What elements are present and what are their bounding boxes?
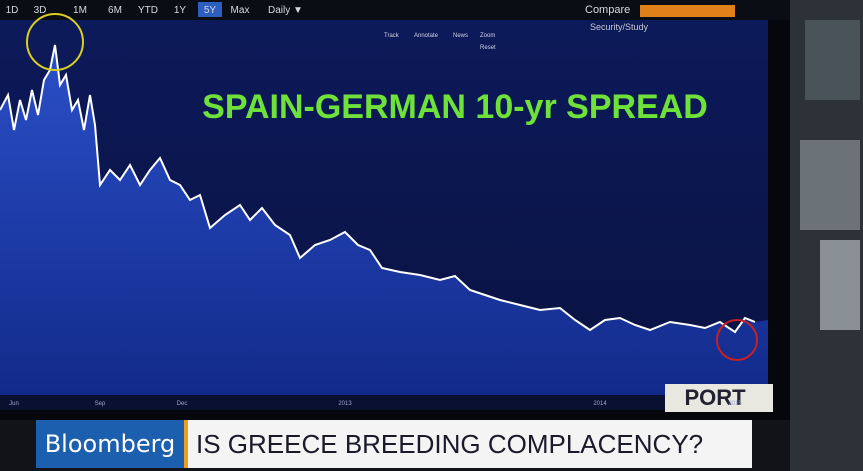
study[interactable]: Security/Study bbox=[590, 22, 649, 32]
spread-area bbox=[0, 45, 768, 395]
range-button[interactable]: 6M bbox=[108, 5, 122, 16]
chart-tool[interactable]: Reset bbox=[480, 45, 496, 51]
studio-object bbox=[800, 140, 860, 230]
studio-object bbox=[820, 240, 860, 330]
range-button[interactable]: 1Y bbox=[174, 5, 187, 16]
range-button[interactable]: 1M bbox=[73, 5, 87, 16]
toolbar bbox=[0, 0, 790, 20]
chart-tool[interactable]: Annotate bbox=[414, 33, 439, 39]
range-selected bbox=[198, 2, 222, 17]
range-button[interactable]: Max bbox=[231, 5, 250, 16]
chart-tool[interactable]: Track bbox=[384, 33, 400, 39]
headline-box bbox=[184, 420, 752, 468]
range-button[interactable]: 3D bbox=[34, 5, 47, 16]
x-label: Jun bbox=[9, 401, 19, 407]
x-label: 2014 bbox=[593, 401, 607, 407]
x-label: Sep bbox=[95, 401, 106, 407]
spread-line bbox=[0, 44, 756, 334]
chart-tool[interactable]: Zoom bbox=[480, 33, 495, 39]
range-button[interactable]: 5Y bbox=[204, 5, 217, 16]
brand-box bbox=[36, 420, 184, 468]
chart-title: SPAIN-GERMAN 10-yr SPREAD bbox=[202, 88, 708, 126]
brand: Bloomberg bbox=[45, 430, 176, 458]
chart-tool[interactable]: News bbox=[453, 33, 468, 39]
x-label: 2013 bbox=[338, 401, 352, 407]
latest-highlight bbox=[716, 319, 758, 361]
frequency[interactable]: Daily ▼ bbox=[268, 5, 303, 16]
range-button[interactable]: 1D bbox=[6, 5, 19, 16]
x-label: 2015 bbox=[728, 401, 742, 407]
studio-monitor bbox=[805, 20, 860, 100]
compare[interactable]: Compare bbox=[585, 4, 630, 16]
x-axis-strip bbox=[0, 395, 768, 410]
peak-highlight bbox=[26, 13, 84, 71]
port-label: PORT bbox=[684, 385, 746, 410]
divider bbox=[184, 420, 188, 468]
compare-field bbox=[640, 5, 735, 17]
x-label: Dec bbox=[177, 401, 188, 407]
headline: IS GREECE BREEDING COMPLACENCY? bbox=[196, 429, 703, 459]
range-button[interactable]: YTD bbox=[138, 5, 158, 16]
port-tag bbox=[665, 384, 773, 412]
